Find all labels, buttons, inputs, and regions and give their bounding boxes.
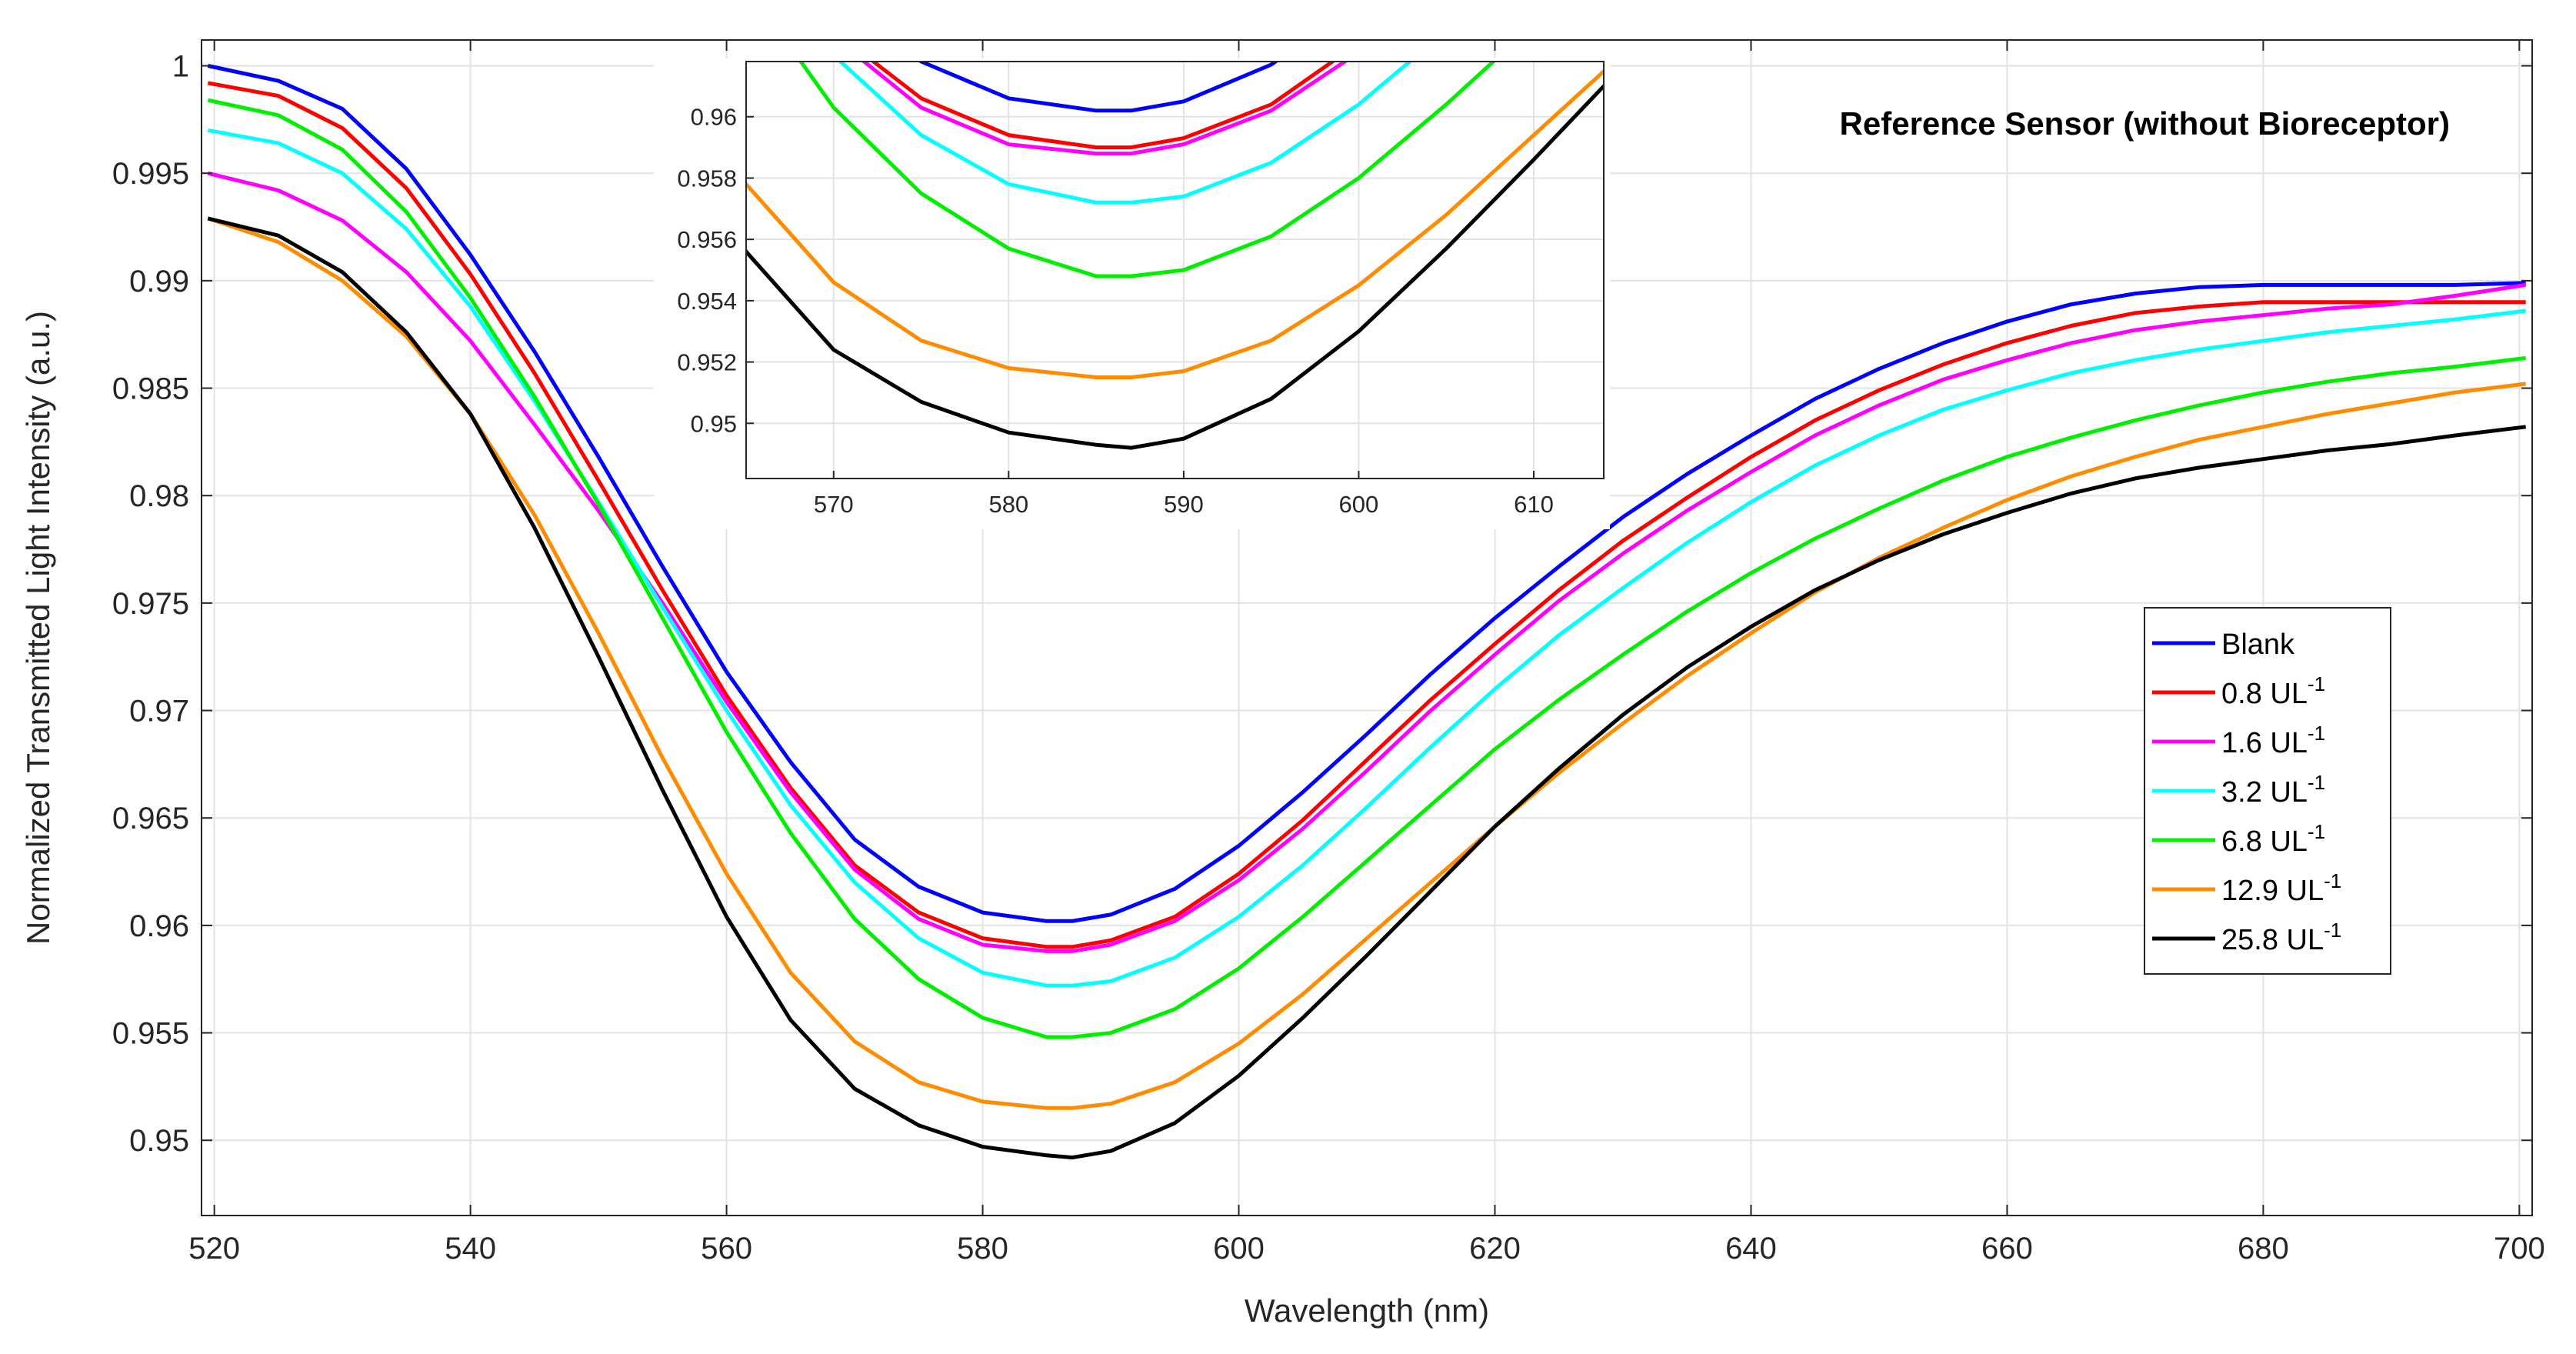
y-tick-label: 0.96 (129, 909, 189, 943)
inset-background (654, 58, 1610, 529)
legend-item-6-8-ul: 6.8 UL-1 (2152, 820, 2325, 858)
inset-grid (746, 62, 1604, 479)
y-tick-label: 0.97 (129, 695, 189, 729)
legend-item-0-8-ul: 0.8 UL-1 (2152, 672, 2325, 710)
x-tick-label: 680 (2238, 1232, 2289, 1266)
y-tick-label: 0.955 (112, 1017, 189, 1051)
legend: Blank 0.8 UL-1 1.6 UL-1 3.2 UL-1 6.8 UL-1 12.… (2144, 607, 2391, 975)
inset-y-tick-label: 0.952 (677, 349, 737, 376)
inset-y-tick-label: 0.954 (677, 288, 737, 315)
y-tick-label: 0.985 (112, 372, 189, 406)
chart-annotation: Reference Sensor (without Bioreceptor) (1840, 105, 2450, 142)
series-line-0-8-ul (207, 81, 2526, 949)
main-series-group (207, 64, 2527, 1160)
inset-ticks (746, 115, 1535, 479)
legend-item-blank: Blank (2152, 629, 2295, 661)
x-tick-label: 660 (1981, 1232, 2033, 1266)
inset-y-tick-labels: 0.95 0.952 0.954 0.956 0.958 0.96 (677, 104, 737, 438)
inset-x-tick-label: 600 (1339, 491, 1379, 518)
legend-label: 0.8 UL-1 (2221, 672, 2325, 710)
x-tick-labels: 520 540 560 580 600 620 640 660 680 700 (188, 1232, 2544, 1266)
main-plot-frame (201, 39, 2533, 1216)
y-tick-labels: 0.95 0.955 0.96 0.965 0.97 0.975 0.98 0.985 0.99… (112, 50, 189, 1159)
y-tick-label: 0.995 (112, 157, 189, 191)
inset-series-line-25-8-ul (746, 83, 1604, 450)
inset-series-line-12-9-ul (746, 68, 1604, 379)
inset-y-tick-label: 0.95 (691, 410, 737, 437)
legend-superscript: -1 (2308, 722, 2325, 745)
y-tick-label: 0.965 (112, 802, 189, 835)
x-tick-label: 640 (1725, 1232, 1777, 1266)
legend-item-12-9-ul: 12.9 UL-1 (2152, 869, 2341, 907)
legend-items: Blank 0.8 UL-1 1.6 UL-1 3.2 UL-1 6.8 UL-1 12.… (2152, 629, 2341, 956)
legend-superscript: -1 (2308, 672, 2325, 695)
legend-label: 1.6 UL-1 (2221, 722, 2325, 759)
y-axis-title: Normalized Transmitted Light Intensity (… (20, 311, 56, 945)
y-tick-label: 0.99 (129, 265, 189, 298)
y-tick-label: 0.98 (129, 479, 189, 513)
legend-superscript: -1 (2324, 919, 2341, 942)
x-tick-label: 580 (957, 1232, 1008, 1266)
series-line-25-8-ul (207, 216, 2527, 1160)
legend-label: 25.8 UL-1 (2221, 919, 2341, 956)
inset-x-tick-label: 580 (988, 491, 1028, 518)
main-ticks (202, 40, 2532, 1216)
inset-series-line-6-8-ul (798, 62, 1497, 278)
x-tick-label: 560 (701, 1232, 752, 1266)
x-axis-title: Wavelength (nm) (1245, 1292, 1489, 1329)
x-tick-label: 540 (445, 1232, 496, 1266)
inset-x-tick-label: 570 (814, 491, 854, 518)
x-tick-label: 520 (188, 1232, 240, 1266)
inset-y-tick-label: 0.96 (691, 104, 737, 131)
legend-item-3-2-ul: 3.2 UL-1 (2152, 771, 2325, 809)
inset-y-tick-label: 0.956 (677, 226, 737, 253)
legend-label: 12.9 UL-1 (2221, 869, 2341, 907)
y-tick-label: 0.975 (112, 587, 189, 621)
inset-x-tick-labels: 570 580 590 600 610 (814, 491, 1554, 518)
legend-item-1-6-ul: 1.6 UL-1 (2152, 722, 2325, 759)
legend-superscript: -1 (2324, 869, 2341, 892)
inset-y-tick-label: 0.958 (677, 165, 737, 192)
legend-item-25-8-ul: 25.8 UL-1 (2152, 919, 2341, 956)
x-tick-label: 620 (1469, 1232, 1521, 1266)
y-tick-label: 1 (172, 50, 189, 84)
inset-series-group (746, 62, 1604, 450)
x-tick-label: 600 (1213, 1232, 1265, 1266)
inset-frame (745, 61, 1605, 479)
series-line-blank (207, 64, 2526, 923)
series-line-6-8-ul (207, 98, 2527, 1039)
legend-label: 3.2 UL-1 (2221, 771, 2325, 809)
series-line-12-9-ul (207, 216, 2527, 1110)
y-tick-label: 0.95 (129, 1124, 189, 1158)
legend-label: 6.8 UL-1 (2221, 820, 2325, 858)
legend-superscript: -1 (2308, 820, 2325, 843)
legend-label: Blank (2221, 629, 2295, 661)
inset-x-tick-label: 590 (1164, 491, 1204, 518)
x-tick-label: 700 (2494, 1232, 2545, 1266)
legend-superscript: -1 (2308, 771, 2325, 794)
inset-x-tick-label: 610 (1514, 491, 1554, 518)
inset-chart: 570 580 590 600 610 0.95 0.952 0.954 0.956 0.958… (654, 58, 1610, 529)
